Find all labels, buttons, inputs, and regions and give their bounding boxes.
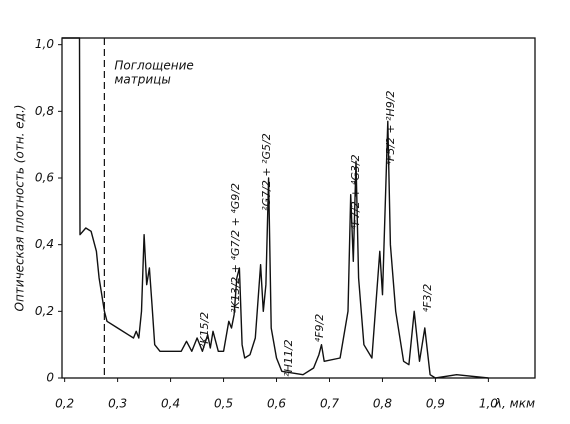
y-axis-label: Оптическая плотность (отн. ед.) bbox=[13, 105, 27, 312]
y-tick-label: 0,4 bbox=[35, 237, 54, 251]
x-tick-label: 1,0 bbox=[479, 397, 498, 411]
x-tick-label: 0,8 bbox=[373, 397, 392, 411]
x-axis-label: λ, мкм bbox=[494, 397, 535, 411]
peak-label: ⁴F3/2 bbox=[421, 284, 434, 312]
spectrum-line bbox=[62, 37, 489, 379]
y-tick-label: 0,2 bbox=[35, 304, 54, 318]
peak-label: ²K15/2 bbox=[198, 312, 211, 348]
peak-label: ⁴F7/2 + ⁴G3/2 bbox=[349, 154, 362, 229]
x-tick-label: 0,7 bbox=[320, 397, 339, 411]
plot-frame bbox=[61, 37, 536, 379]
x-tick-label: 0,2 bbox=[55, 397, 74, 411]
x-tick-label: 0,4 bbox=[161, 397, 180, 411]
x-tick-label: 0,6 bbox=[267, 397, 286, 411]
peak-label: ²K13/2 + ⁴G7/2 + ⁴G9/2 bbox=[229, 183, 242, 313]
x-tick-label: 0,3 bbox=[108, 397, 127, 411]
matrix-edge-label: Поглощение bbox=[114, 59, 193, 73]
peak-label: ²G7/2 + ²G5/2 bbox=[260, 133, 273, 210]
x-tick-label: 0,5 bbox=[214, 397, 233, 411]
y-tick-label: 0 bbox=[46, 371, 54, 385]
x-tick-label: 0,9 bbox=[426, 397, 445, 411]
peak-label: ²H11/2 bbox=[282, 339, 295, 376]
peak-label: ⁴F9/2 bbox=[313, 314, 326, 342]
y-tick-label: 1,0 bbox=[35, 37, 54, 51]
peak-label: ⁴F5/2 + ²H9/2 bbox=[384, 90, 397, 165]
y-tick-label: 0,8 bbox=[35, 104, 54, 118]
y-tick-label: 0,6 bbox=[35, 171, 54, 185]
matrix-edge-label: матрицы bbox=[114, 73, 170, 87]
